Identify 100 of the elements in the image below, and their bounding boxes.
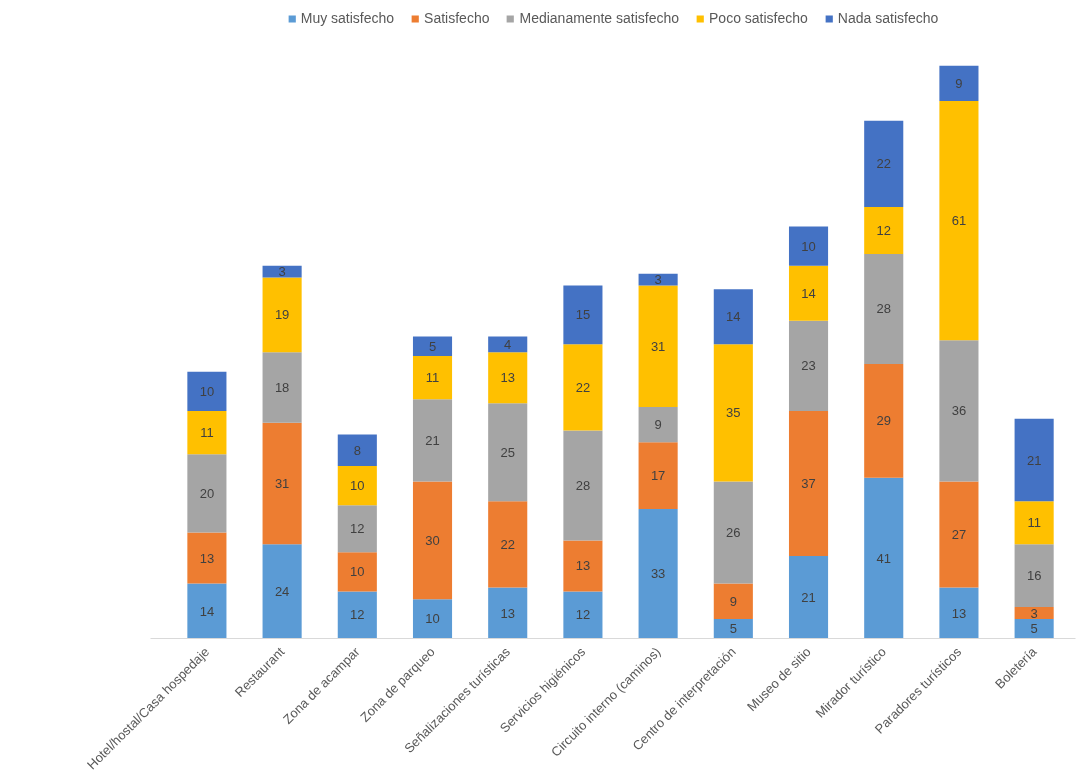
- bar: [488, 403, 528, 502]
- bar: [788, 265, 829, 321]
- data-label: 14: [801, 285, 816, 301]
- bar: [939, 101, 979, 341]
- data-label: 21: [1026, 452, 1042, 468]
- bar: [713, 344, 753, 482]
- bar: [864, 363, 904, 478]
- bar: [262, 277, 302, 353]
- data-label: 28: [575, 478, 591, 494]
- data-label: 41: [876, 550, 891, 566]
- data-label: 10: [350, 478, 365, 494]
- data-label: 3: [278, 264, 286, 280]
- bar: [262, 352, 302, 423]
- data-label: 16: [1026, 568, 1042, 584]
- bar: [337, 552, 377, 592]
- data-label: 5: [1030, 621, 1038, 637]
- bar: [262, 265, 302, 278]
- data-label: 3: [654, 272, 662, 288]
- data-label: 4: [504, 336, 512, 352]
- data-label: 33: [650, 566, 666, 582]
- data-label: 11: [1027, 515, 1041, 531]
- bar: [1014, 544, 1054, 608]
- data-label: 35: [726, 405, 741, 421]
- data-label: 27: [951, 527, 967, 543]
- bar: [187, 532, 227, 584]
- bar: [638, 407, 678, 443]
- data-label: 31: [650, 338, 666, 354]
- bar: [713, 481, 753, 584]
- data-label: 15: [575, 307, 591, 323]
- data-label: 28: [876, 301, 891, 317]
- bar: [563, 540, 603, 592]
- bar: [1014, 501, 1054, 545]
- bar: [563, 430, 603, 541]
- bar: [488, 501, 528, 588]
- data-label: 31: [274, 476, 290, 492]
- bar: [713, 618, 753, 639]
- data-label: 8: [353, 442, 361, 458]
- data-label: 13: [500, 605, 515, 621]
- bar: [187, 371, 227, 411]
- legend-label: Poco satisfecho: [709, 10, 808, 26]
- bar: [412, 481, 453, 600]
- data-label: 21: [801, 589, 816, 605]
- data-label: 22: [500, 536, 515, 552]
- data-label: 30: [425, 532, 440, 548]
- data-label: 14: [199, 603, 215, 619]
- bar: [488, 587, 528, 639]
- data-label: 25: [500, 444, 515, 460]
- bar: [187, 454, 227, 533]
- data-label: 10: [425, 611, 440, 627]
- data-label: 13: [199, 550, 215, 566]
- data-label: 10: [199, 383, 215, 399]
- bar: [864, 254, 904, 364]
- data-label: 5: [428, 338, 437, 354]
- bar: [638, 285, 678, 408]
- legend-label: Nada satisfecho: [837, 10, 939, 26]
- data-label: 17: [650, 468, 666, 484]
- bar: [788, 556, 829, 639]
- data-label: 22: [876, 156, 891, 172]
- data-label: 9: [729, 593, 737, 609]
- data-label: 19: [274, 307, 290, 323]
- bar: [563, 344, 603, 431]
- bar: [337, 434, 377, 466]
- legend-label: Muy satisfecho: [300, 10, 395, 26]
- bar: [412, 399, 453, 482]
- bar: [864, 120, 904, 207]
- data-label: 13: [951, 605, 967, 621]
- legend-label: Satisfecho: [424, 10, 490, 26]
- bar: [939, 587, 979, 639]
- bar: [788, 410, 829, 557]
- data-label: 21: [425, 432, 440, 448]
- data-label: 12: [575, 607, 591, 623]
- bar: [412, 599, 453, 639]
- bar: [488, 336, 528, 353]
- data-label: 36: [951, 403, 967, 419]
- bar: [1014, 418, 1054, 502]
- bar: [337, 505, 377, 553]
- bar: [713, 583, 753, 619]
- bar: [788, 226, 829, 266]
- data-label: 14: [726, 309, 741, 325]
- data-label: 29: [876, 413, 891, 429]
- bar: [1014, 618, 1054, 639]
- data-label: 18: [274, 379, 290, 395]
- bar: [638, 509, 678, 639]
- bar: [337, 591, 377, 639]
- bar: [1014, 607, 1054, 619]
- bar: [262, 422, 302, 545]
- bar: [939, 65, 979, 102]
- data-label: 10: [350, 564, 365, 580]
- bar: [412, 356, 453, 400]
- data-label: 12: [350, 521, 365, 537]
- bar: [412, 336, 453, 357]
- data-label: 9: [654, 417, 662, 433]
- bar: [864, 477, 904, 639]
- data-label: 23: [801, 358, 816, 374]
- bar: [187, 583, 227, 639]
- bar: [262, 544, 302, 639]
- bar: [713, 289, 753, 345]
- data-label: 20: [199, 485, 215, 501]
- bar: [488, 352, 528, 404]
- data-label: 61: [951, 213, 967, 229]
